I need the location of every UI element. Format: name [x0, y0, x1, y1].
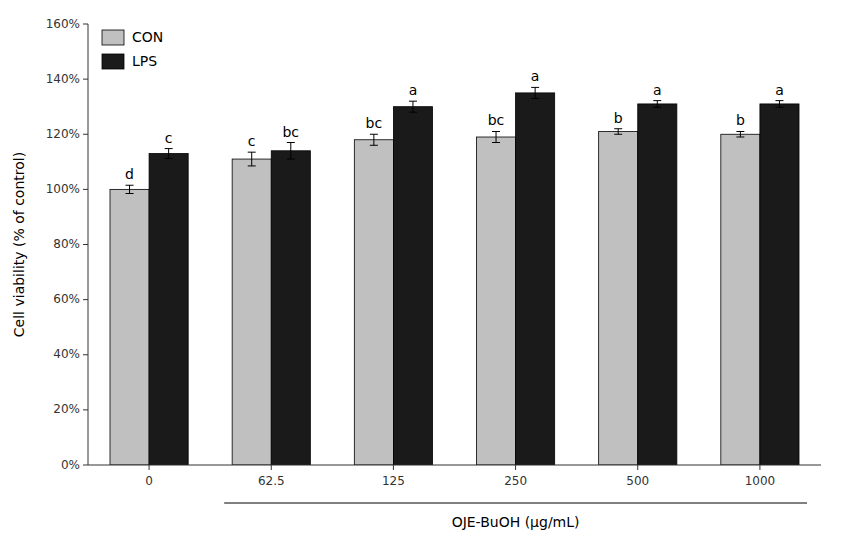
error-bar: [370, 134, 378, 145]
bar: [232, 159, 271, 465]
significance-label: a: [409, 82, 418, 98]
y-tick: [83, 134, 88, 135]
chart: dcbcbcbbcbcaaaa0%20%40%60%80%100%120%140…: [0, 0, 841, 557]
y-tick-label: 160%: [46, 17, 80, 31]
legend-swatch: [102, 30, 124, 45]
error-bar: [248, 152, 256, 166]
error-bar: [165, 149, 173, 159]
y-tick: [83, 244, 88, 245]
x-tick: [149, 465, 150, 470]
x-tick: [271, 465, 272, 470]
error-bar: [775, 101, 783, 108]
plot-area: [110, 87, 799, 465]
y-tick-label: 20%: [53, 402, 80, 416]
error-bar: [653, 101, 661, 108]
error-bar: [126, 185, 134, 193]
y-tick-label: 80%: [53, 237, 80, 251]
significance-label: c: [248, 133, 256, 149]
x-tick-label: 250: [504, 474, 527, 488]
significance-label: d: [125, 166, 134, 182]
x-tick: [637, 465, 638, 470]
bar: [599, 131, 638, 465]
error-bar: [531, 87, 539, 98]
y-tick-label: 60%: [53, 292, 80, 306]
x-tick-label: 1000: [745, 474, 776, 488]
error-bar: [409, 101, 417, 112]
y-axis-label: Cell viability (% of control): [11, 152, 27, 337]
legend: CON LPS: [102, 29, 163, 69]
legend-swatch: [102, 54, 124, 69]
bar: [476, 137, 515, 465]
error-bar: [287, 143, 295, 160]
y-tick-label: 0%: [61, 458, 80, 472]
y-tick: [83, 189, 88, 190]
bar: [638, 104, 677, 465]
x-axis-label: OJE-BuOH (μg/mL): [452, 514, 580, 530]
significance-label: a: [531, 68, 540, 84]
x-tick: [759, 465, 760, 470]
significance-label: b: [614, 110, 623, 126]
x-tick: [393, 465, 394, 470]
x-tick-label: 62.5: [258, 474, 285, 488]
error-bar: [492, 131, 500, 142]
legend-label: LPS: [132, 53, 157, 69]
significance-label: bc: [366, 115, 383, 131]
y-tick-label: 100%: [46, 182, 80, 196]
x-tick-label: 500: [626, 474, 649, 488]
y-tick: [83, 465, 88, 466]
bar: [393, 107, 432, 465]
significance-label: a: [653, 82, 662, 98]
bar: [110, 189, 149, 465]
x-axis-line: [88, 465, 821, 466]
x-tick: [515, 465, 516, 470]
bar: [760, 104, 799, 465]
significance-label: bc: [282, 124, 299, 140]
y-tick: [83, 409, 88, 410]
y-tick: [83, 79, 88, 80]
bar: [149, 154, 188, 465]
error-bar: [736, 131, 744, 137]
y-tick-label: 140%: [46, 72, 80, 86]
x-tick-label: 0: [145, 474, 153, 488]
y-tick: [83, 354, 88, 355]
bar: [354, 140, 393, 465]
bar: [516, 93, 555, 465]
x-tick-label: 125: [382, 474, 405, 488]
legend-label: CON: [132, 29, 163, 45]
y-tick: [83, 299, 88, 300]
significance-label: a: [775, 82, 784, 98]
significance-label: c: [165, 130, 173, 146]
bar: [721, 134, 760, 465]
y-tick-label: 40%: [53, 347, 80, 361]
significance-label: b: [736, 112, 745, 128]
bar: [271, 151, 310, 465]
significance-label: bc: [488, 112, 505, 128]
y-tick: [83, 24, 88, 25]
error-bar: [614, 129, 622, 135]
bracket: [224, 503, 807, 504]
y-tick-label: 120%: [46, 127, 80, 141]
